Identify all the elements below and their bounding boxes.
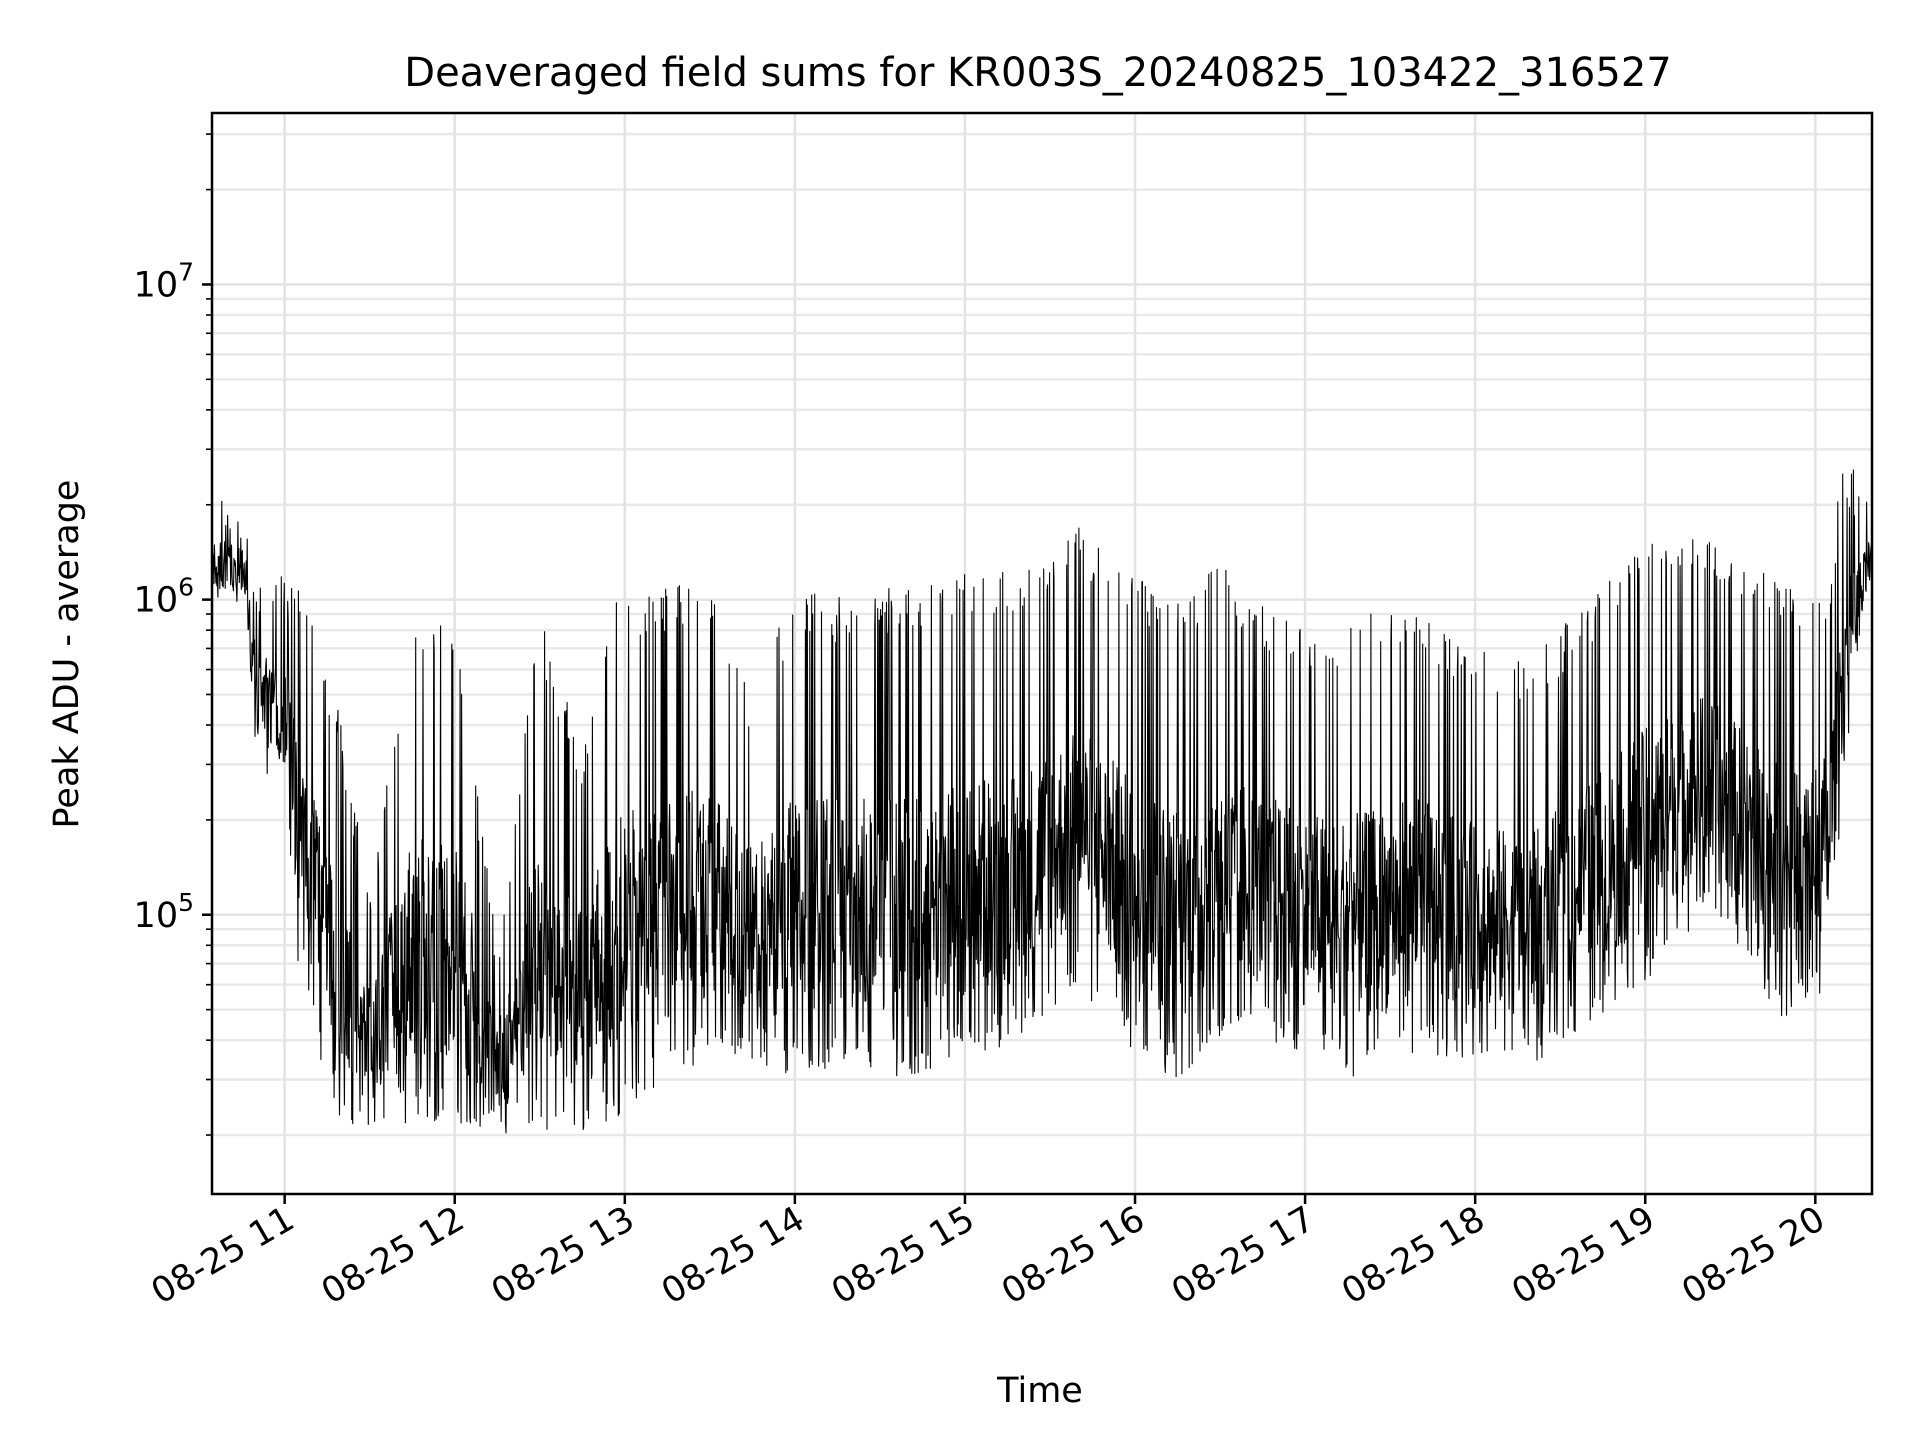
x-axis-label: Time <box>996 1371 1083 1411</box>
plot-frame <box>210 111 1874 1196</box>
y-tick-label: 106 <box>134 573 194 621</box>
y-tick-label: 105 <box>134 888 194 936</box>
x-tick-label: 08-25 12 <box>315 1199 471 1312</box>
x-tick-label: 08-25 15 <box>825 1199 981 1312</box>
x-tick-label: 08-25 11 <box>145 1199 301 1312</box>
x-tick-label: 08-25 16 <box>995 1199 1151 1312</box>
plot-area <box>211 469 1873 1134</box>
x-tick-label: 08-25 13 <box>485 1199 641 1312</box>
y-tick-label: 107 <box>134 257 194 305</box>
y-axis-label: Peak ADU - average <box>47 480 87 829</box>
series-line <box>211 469 1873 1134</box>
x-tick-label: 08-25 14 <box>655 1199 811 1312</box>
x-tick-label: 08-25 20 <box>1676 1199 1832 1312</box>
x-tick-label: 08-25 18 <box>1335 1199 1491 1312</box>
x-tick-label: 08-25 19 <box>1505 1199 1661 1312</box>
chart-title: Deaveraged field sums for KR003S_2024082… <box>404 50 1671 96</box>
x-tick-label: 08-25 17 <box>1165 1199 1321 1312</box>
